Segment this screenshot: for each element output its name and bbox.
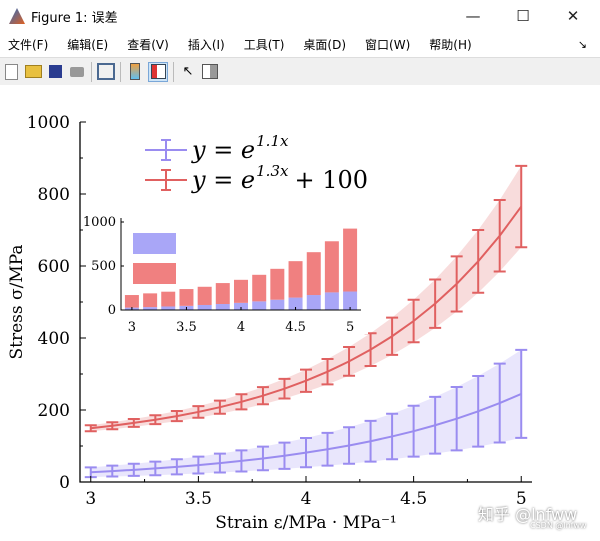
x-tick-label: 3.5 [185, 489, 212, 509]
figure-area: 3 3.5 4 4.5 5 0 200 400 600 800 1000 Strain ε/MPa ·… [0, 85, 600, 537]
legend-marker-0 [145, 139, 187, 161]
series-line-0 [90, 392, 522, 474]
inset-bar-0 [197, 304, 212, 310]
legend: y = e 1.1xy = e 1.3x + 100 [145, 132, 368, 194]
inset-bar-1 [306, 252, 321, 296]
menu-desktop[interactable]: 桌面(D) [303, 38, 347, 52]
inset-bar-1 [179, 289, 194, 306]
inset-bar-1 [324, 241, 339, 293]
inset-bar-1 [234, 279, 248, 303]
inset-bar-1 [270, 268, 285, 300]
matlab-logo-icon [9, 8, 25, 24]
menu-tools[interactable]: 工具(T) [243, 38, 285, 52]
inset-bar-0 [343, 291, 358, 310]
inset-bar-1 [143, 293, 158, 308]
menu-file[interactable]: 文件(F) [8, 38, 49, 52]
legend-marker-1 [145, 169, 187, 191]
pointer-icon[interactable]: ↖ [182, 64, 194, 79]
window-title: Figure 1: 误差 [31, 10, 118, 26]
inset-y-tick-label: 0 [108, 303, 116, 318]
inset-bar-0 [234, 302, 248, 310]
new-file-icon[interactable] [2, 63, 20, 81]
inset-bar-1 [343, 228, 358, 292]
y-tick-label: 800 [38, 185, 70, 205]
inset-bar-1 [197, 286, 212, 305]
y-tick-label: 200 [38, 401, 70, 421]
legend-tail-1: + 100 [294, 166, 368, 194]
inset-bar-1 [215, 283, 230, 305]
dock-arrow-icon[interactable]: ↘ [577, 38, 587, 51]
menu-insert[interactable]: 插入(I) [187, 38, 225, 52]
inset-bar-0 [161, 306, 176, 310]
y-tick-label: 1000 [27, 113, 70, 133]
legend-icon[interactable] [148, 61, 168, 82]
inset-x-tick-label: 3.5 [176, 320, 197, 335]
x-tick-label: 3 [85, 489, 96, 509]
print-icon[interactable] [68, 63, 86, 81]
inset-bar-0 [143, 307, 158, 310]
legend-label-1: y = e [191, 166, 255, 194]
menu-window[interactable]: 窗口(W) [365, 38, 411, 52]
save-icon[interactable] [46, 63, 64, 81]
inset-x-tick-label: 3 [128, 320, 136, 335]
toolbar-separator [120, 61, 121, 82]
toolbar-separator [91, 61, 92, 82]
colorbar-icon[interactable] [126, 63, 144, 81]
x-tick-label: 4 [301, 489, 312, 509]
chart: 3 3.5 4 4.5 5 0 200 400 600 800 1000 Strain ε/MPa ·… [7, 113, 532, 533]
inset-y-tick-label: 1000 [83, 215, 116, 230]
y-tick-label: 400 [38, 329, 70, 349]
legend-label-0: y = e [191, 136, 255, 164]
inset-bar-1 [124, 295, 139, 308]
inset-bar-1 [288, 261, 303, 298]
inset-x-tick-label: 5 [346, 320, 354, 335]
menu-edit[interactable]: 编辑(E) [67, 38, 109, 52]
menu-bar: 文件(F) 编辑(E) 查看(V) 插入(I) 工具(T) 桌面(D) 窗口(W… [0, 32, 600, 57]
inset-bar-0 [306, 295, 321, 310]
y-axis-label: Stress σ/MPa [7, 244, 27, 359]
inset-bar-0 [252, 301, 267, 310]
menu-view[interactable]: 查看(V) [127, 38, 169, 52]
title-bar: Figure 1: 误差 — ☐ ✕ [0, 0, 600, 32]
x-tick-label: 4.5 [400, 489, 427, 509]
x-axis-label: Strain ε/MPa · MPa⁻¹ [215, 513, 397, 533]
inset-x-tick-label: 4.5 [285, 320, 306, 335]
x-tick-label: 5 [516, 489, 527, 509]
property-inspector-icon[interactable] [201, 63, 219, 81]
inset-x-tick-label: 4 [237, 320, 245, 335]
toolbar: ↖ [0, 57, 600, 86]
legend-exponent-0: 1.1x [256, 132, 289, 150]
inset-bar-0 [288, 297, 303, 310]
maximize-button[interactable]: ☐ [516, 7, 530, 25]
inset-bar-0 [324, 292, 339, 310]
inset-bar-0 [215, 304, 230, 310]
close-button[interactable]: ✕ [566, 7, 580, 25]
inset-bar-0 [270, 299, 285, 310]
series-line-1 [90, 205, 523, 430]
legend-exponent-1: 1.3x [256, 162, 289, 180]
inset-bar-1 [252, 274, 267, 302]
inset-bar-1 [161, 291, 176, 307]
toolbar-separator [173, 61, 174, 82]
inset-legend-patch-0 [133, 233, 176, 254]
inset-legend-patch-1 [133, 263, 176, 284]
watermark: 知乎 @lnfww [478, 505, 578, 524]
y-tick-label: 600 [38, 257, 70, 277]
minimize-button[interactable]: — [465, 7, 481, 25]
open-folder-icon[interactable] [24, 63, 42, 81]
watermark-sub: CSDN @lnfww [530, 521, 587, 530]
y-tick-label: 0 [59, 473, 70, 493]
menu-help[interactable]: 帮助(H) [429, 38, 472, 52]
inset-y-tick-label: 500 [91, 259, 116, 274]
link-plot-icon[interactable] [97, 63, 115, 81]
